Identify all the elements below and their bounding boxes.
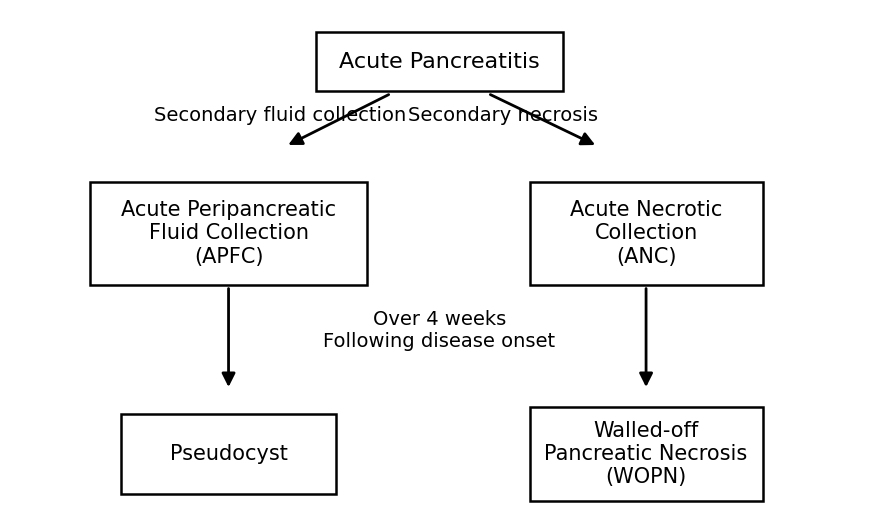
FancyBboxPatch shape: [316, 32, 562, 91]
Text: Acute Pancreatitis: Acute Pancreatitis: [339, 52, 539, 71]
Text: Acute Peripancreatic
Fluid Collection
(APFC): Acute Peripancreatic Fluid Collection (A…: [121, 200, 335, 267]
Text: Pseudocyst: Pseudocyst: [169, 444, 287, 464]
Text: Over 4 weeks
Following disease onset: Over 4 weeks Following disease onset: [323, 310, 555, 351]
FancyBboxPatch shape: [90, 182, 367, 285]
FancyBboxPatch shape: [529, 182, 762, 285]
Text: Acute Necrotic
Collection
(ANC): Acute Necrotic Collection (ANC): [569, 200, 722, 267]
Text: Secondary fluid collection: Secondary fluid collection: [154, 106, 406, 125]
FancyBboxPatch shape: [121, 415, 335, 494]
Text: Secondary necrosis: Secondary necrosis: [407, 106, 597, 125]
FancyBboxPatch shape: [529, 406, 762, 502]
Text: Walled-off
Pancreatic Necrosis
(WOPN): Walled-off Pancreatic Necrosis (WOPN): [543, 421, 747, 487]
